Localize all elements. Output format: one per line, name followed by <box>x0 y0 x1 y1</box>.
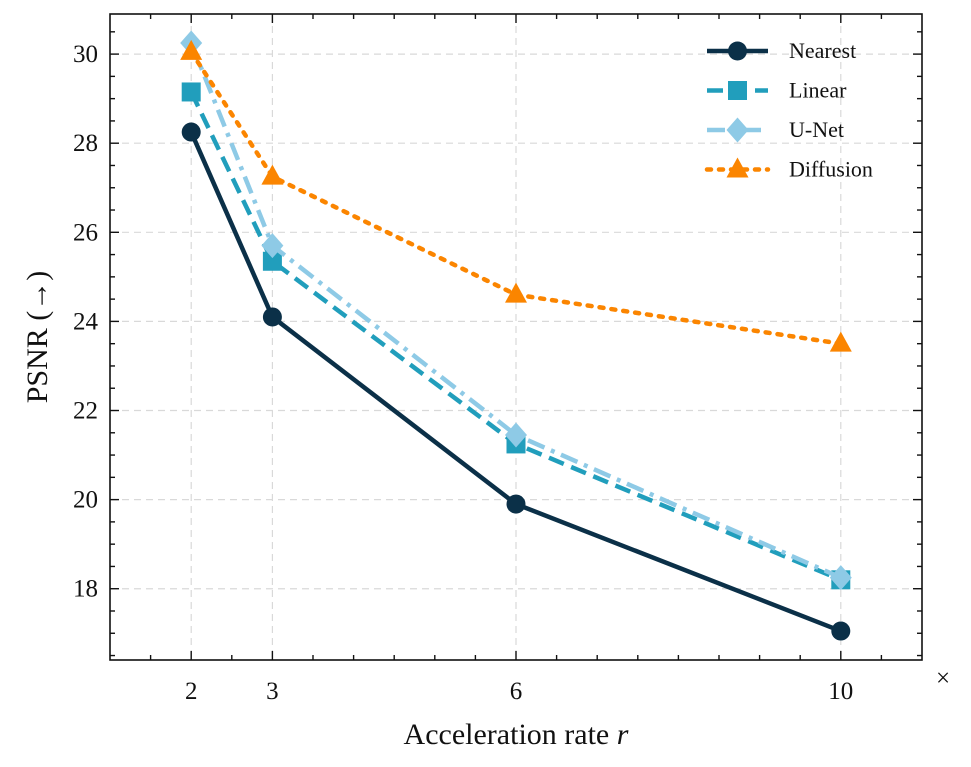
x-tick-label: 3 <box>266 678 279 705</box>
y-tick-label: 20 <box>73 487 98 514</box>
legend-item-diffusion: Diffusion <box>704 157 873 182</box>
series-diffusion <box>180 39 852 352</box>
legend-marker-diffusion <box>726 157 749 178</box>
x-tick-label: 6 <box>510 678 523 705</box>
data-point-u-net <box>505 422 527 448</box>
x-unit-suffix: × <box>936 665 950 692</box>
data-point-nearest <box>831 621 851 641</box>
x-tick-label: 10 <box>828 678 853 705</box>
data-point-diffusion <box>829 331 852 352</box>
legend-label-nearest: Nearest <box>789 38 856 63</box>
x-axis-label-variable: r <box>617 718 629 751</box>
y-tick-label: 26 <box>73 219 98 246</box>
legend-marker-nearest <box>728 41 747 61</box>
legend-marker-linear <box>728 81 747 100</box>
data-point-u-net <box>261 233 284 259</box>
tick-labels: 2 3 6 10 18 20 22 24 26 28 30 <box>73 41 853 705</box>
data-point-linear <box>181 82 201 102</box>
legend-item-linear: Linear <box>707 78 847 103</box>
data-point-nearest <box>181 122 201 142</box>
legend-marker-u-net <box>726 117 749 143</box>
data-point-diffusion <box>180 39 203 60</box>
y-tick-label: 22 <box>73 398 98 425</box>
series-line-u-net <box>189 42 842 580</box>
y-tick-label: 18 <box>73 576 98 603</box>
y-axis-label: PSNR (→) <box>21 271 54 404</box>
data-point-u-net <box>829 565 852 591</box>
series-line-diffusion <box>188 49 844 346</box>
x-axis-label: Acceleration rate r <box>404 718 629 751</box>
grid <box>110 14 922 660</box>
legend-item-nearest: Nearest <box>707 38 856 63</box>
data-point-diffusion <box>505 282 527 303</box>
series-u-net <box>180 30 852 591</box>
y-tick-label: 30 <box>73 41 98 68</box>
legend: Nearest Linear U-Net Diffusion <box>704 38 873 182</box>
legend-label-diffusion: Diffusion <box>789 157 873 182</box>
legend-label-u-net: U-Net <box>789 117 844 142</box>
y-tick-label: 28 <box>73 130 98 157</box>
plot-frame <box>109 13 923 661</box>
series-group <box>180 30 852 641</box>
series-line-nearest <box>189 131 842 634</box>
series-nearest <box>181 122 851 641</box>
y-tick-label: 24 <box>73 308 99 335</box>
legend-label-linear: Linear <box>789 78 847 103</box>
series-line-linear <box>189 90 842 582</box>
x-tick-label: 2 <box>185 678 198 705</box>
axis-ticks <box>110 14 922 660</box>
data-point-linear <box>262 251 282 271</box>
x-axis-label-text: Acceleration rate <box>404 718 610 751</box>
data-point-nearest <box>506 494 526 514</box>
data-point-nearest <box>262 307 282 327</box>
legend-item-u-net: U-Net <box>707 117 844 143</box>
data-point-diffusion <box>261 164 284 185</box>
